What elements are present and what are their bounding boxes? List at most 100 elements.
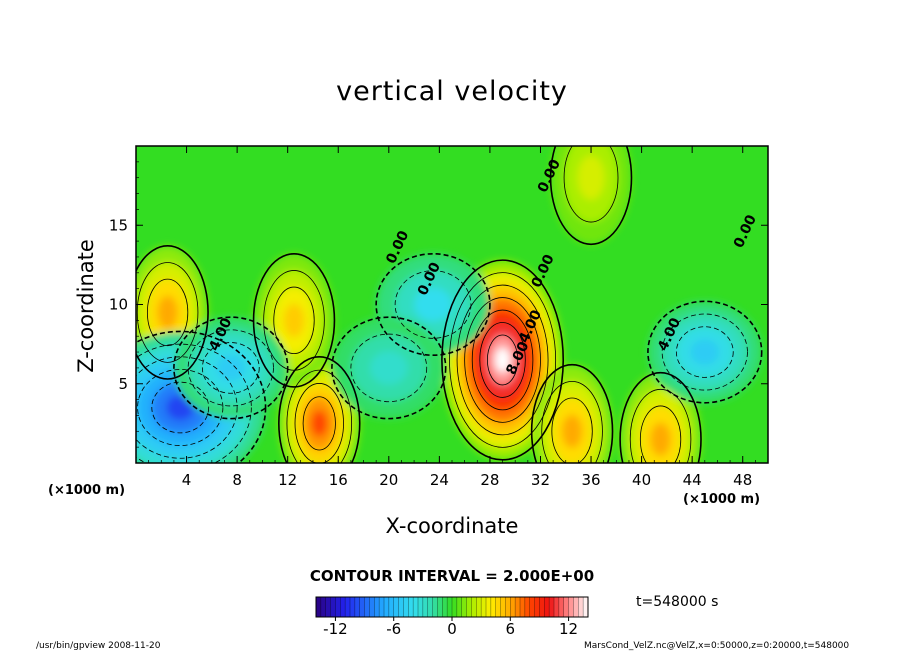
colorbar-tick-label: 0 <box>447 620 457 638</box>
time-label: t=548000 s <box>636 594 719 610</box>
colorbar-swatch <box>422 597 429 617</box>
y-tick-label: 15 <box>109 216 128 234</box>
colorbar-swatch <box>398 597 404 617</box>
contour-updraft <box>619 371 702 463</box>
colorbar-swatch <box>320 597 327 617</box>
y-tick-label: 10 <box>109 296 128 314</box>
colorbar-swatch <box>544 597 550 617</box>
x-tick-label: 16 <box>329 471 348 489</box>
contour-updraft <box>136 245 209 380</box>
contour-updraft <box>530 363 614 463</box>
colorbar-swatch <box>374 597 380 617</box>
contour-updraft <box>263 270 325 371</box>
colorbar-swatch <box>418 597 424 617</box>
field-level-updraft <box>157 295 178 330</box>
colorbar-swatch <box>427 597 433 617</box>
colorbar-swatch <box>481 597 487 617</box>
colorbar-tick-label: 6 <box>506 620 516 638</box>
x-tick-label: 20 <box>379 471 398 489</box>
colorbar-swatch <box>573 597 579 617</box>
contour-downdraft <box>350 333 428 403</box>
colorbar-swatch <box>563 597 569 617</box>
contour-updraft <box>541 380 603 463</box>
colorbar-swatch <box>539 597 545 617</box>
x-unit-left: (×1000 m) <box>48 483 126 498</box>
contour-updraft <box>441 259 565 461</box>
colorbar-swatch <box>384 597 390 617</box>
y-axis-label: Z-coordinate <box>74 239 98 373</box>
contour-downdraft <box>647 300 763 404</box>
colorbar-swatch <box>413 597 419 617</box>
contour-updraft <box>302 396 336 451</box>
colorbar-swatch <box>359 597 365 617</box>
field-level-updraft <box>650 422 671 456</box>
colorbar-swatch <box>379 597 385 617</box>
colorbar-swatch <box>345 597 351 617</box>
colorbar: -12 -6 0 6 12 <box>315 596 589 638</box>
colorbar-swatch <box>452 597 458 617</box>
colorbar-swatch <box>510 597 516 617</box>
contour-downdraft <box>201 342 260 394</box>
colorbar-swatch <box>486 597 492 617</box>
contour-updraft <box>479 322 526 398</box>
colorbar-swatch <box>403 597 409 617</box>
colorbar-swatch <box>408 597 414 617</box>
y-tick-label: 5 <box>118 375 128 393</box>
contour-downdraft <box>331 316 447 420</box>
colorbar-tick-label: -6 <box>386 620 401 638</box>
colorbar-swatch <box>505 597 511 617</box>
contour-updraft <box>286 369 353 463</box>
contour-downdraft <box>394 270 472 339</box>
colorbar-swatch <box>520 597 526 617</box>
colorbar-swatch <box>466 597 472 617</box>
contour-updraft <box>549 146 633 246</box>
contour-lines <box>136 146 763 463</box>
x-tick-label: 36 <box>581 471 600 489</box>
field-level-updraft <box>561 414 583 448</box>
colorbar-swatch <box>461 597 467 617</box>
contour-downdraft <box>136 356 238 459</box>
colorbar-swatch <box>316 597 322 617</box>
x-tick-label: 48 <box>733 471 752 489</box>
colorbar-swatch <box>354 597 361 617</box>
contour-downdraft <box>661 313 748 391</box>
contour-updraft <box>551 397 593 463</box>
x-tick-label: 44 <box>683 471 702 489</box>
field-level-updraft <box>311 410 328 437</box>
colorbar-swatch <box>432 597 438 617</box>
field-level-downdraft <box>414 287 452 322</box>
colorbar-swatch <box>471 597 477 617</box>
contour-downdraft <box>137 369 224 446</box>
colorbar-swatch <box>495 597 501 617</box>
colorbar-swatch <box>490 597 497 617</box>
contour-downdraft <box>187 329 274 407</box>
colorbar-swatch <box>549 597 555 617</box>
colorbar-swatch <box>476 597 482 617</box>
colorbar-swatch <box>515 597 521 617</box>
contour-updraft <box>273 286 315 355</box>
footer-dataset: MarsCond_VelZ.nc@VelZ,x=0:50000,z=0:2000… <box>584 641 850 651</box>
colorbar-swatch <box>524 597 531 617</box>
contour-downdraft <box>675 326 734 378</box>
field-features <box>136 146 762 463</box>
field-level-downdraft <box>369 350 408 385</box>
colorbar-swatch <box>578 597 584 617</box>
x-unit-right: (×1000 m) <box>683 492 761 507</box>
colorbar-swatch <box>388 597 395 617</box>
colorbar-swatch <box>335 597 341 617</box>
colorbar-swatch <box>554 597 560 617</box>
contour-updraft <box>464 297 541 423</box>
contour-downdraft <box>375 252 491 357</box>
contour-updraft <box>486 334 519 386</box>
x-tick-label: 8 <box>232 471 242 489</box>
field-level-downdraft <box>216 355 246 381</box>
field-level-updraft <box>577 155 605 200</box>
colorbar-swatch <box>456 597 463 617</box>
footer-program: /usr/bin/gpview 2008-11-20 <box>36 641 161 651</box>
x-tick-label: 12 <box>278 471 297 489</box>
colorbar-swatch <box>558 597 565 617</box>
contour-updraft <box>136 262 199 363</box>
x-tick-label: 32 <box>531 471 550 489</box>
